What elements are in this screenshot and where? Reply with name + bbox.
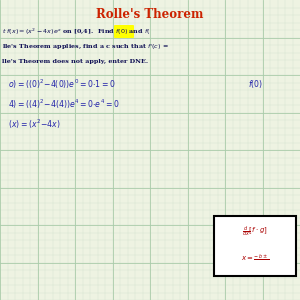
Text: lle's Theorem applies, find a c such that $f'(c)$ =: lle's Theorem applies, find a c such tha…: [2, 42, 169, 52]
Text: $\mathit{t}\ f(x)=(x^2-4x)e^x$ on [0,4].  Find $f(0)$ and $f($: $\mathit{t}\ f(x)=(x^2-4x)e^x$ on [0,4].…: [2, 27, 150, 37]
Text: $\mathit{o})=((0)^2\!-\!4(0))e^0=0{\cdot}1=0$: $\mathit{o})=((0)^2\!-\!4(0))e^0=0{\cdot…: [8, 77, 115, 91]
Text: $x=\frac{-b\pm}{\ }$: $x=\frac{-b\pm}{\ }$: [241, 252, 269, 264]
FancyBboxPatch shape: [114, 25, 134, 38]
Text: $f(0)$: $f(0)$: [248, 78, 263, 90]
Text: lle's Theorem does not apply, enter DNE.: lle's Theorem does not apply, enter DNE.: [2, 58, 148, 64]
Text: $\mathit{4})=((4)^2\!-\!4(4))e^4=0{\cdot}e^4=0$: $\mathit{4})=((4)^2\!-\!4(4))e^4=0{\cdot…: [8, 97, 120, 111]
FancyBboxPatch shape: [214, 216, 296, 276]
Text: $\mathit{(x)}=(x^2\!-\!4x)$: $\mathit{(x)}=(x^2\!-\!4x)$: [8, 117, 61, 131]
Text: Rolle's Theorem: Rolle's Theorem: [96, 8, 204, 22]
Text: $\frac{d}{dx}[f \cdot g]$: $\frac{d}{dx}[f \cdot g]$: [242, 225, 268, 239]
